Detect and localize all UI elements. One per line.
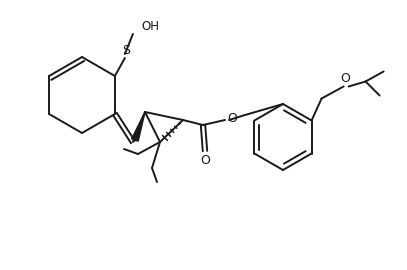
Text: O: O	[227, 112, 237, 124]
Text: S: S	[122, 45, 130, 58]
Text: OH: OH	[141, 21, 159, 33]
Polygon shape	[131, 112, 145, 141]
Text: O: O	[200, 154, 210, 167]
Text: O: O	[341, 72, 350, 85]
